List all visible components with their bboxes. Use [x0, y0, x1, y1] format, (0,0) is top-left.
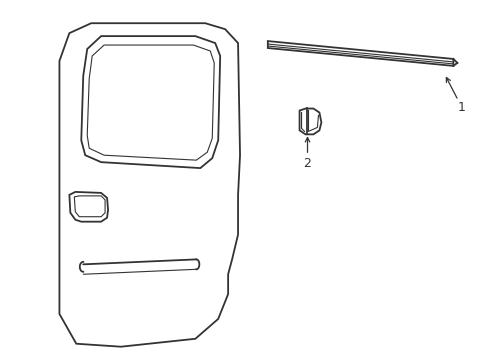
Text: 1: 1: [456, 101, 464, 114]
Text: 2: 2: [303, 157, 311, 170]
